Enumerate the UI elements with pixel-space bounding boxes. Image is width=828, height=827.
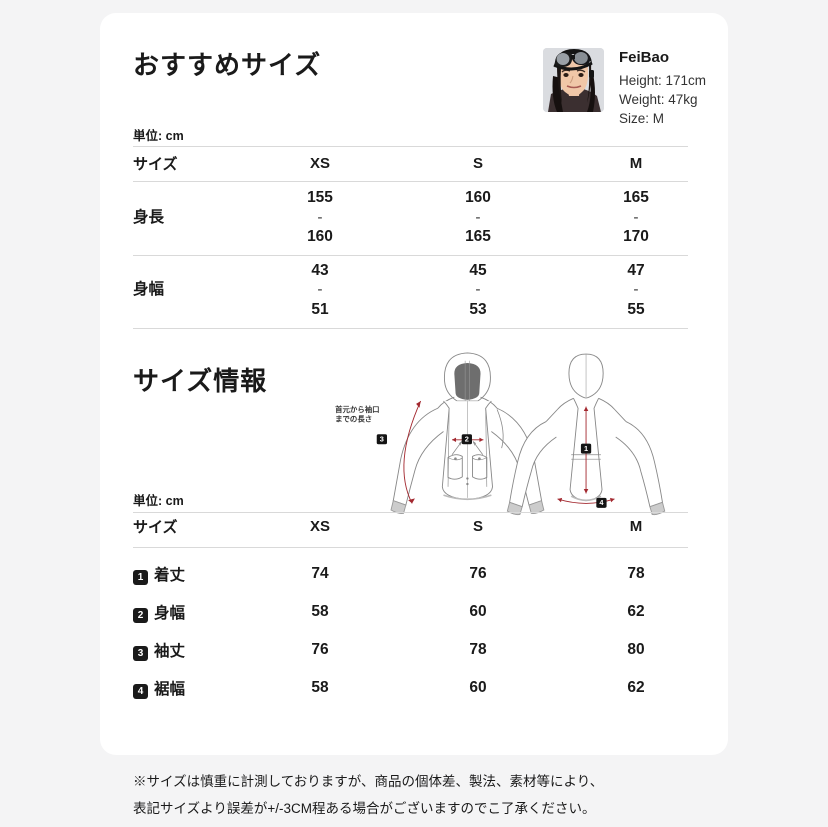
svg-text:までの長さ: までの長さ bbox=[335, 415, 372, 424]
svg-text:首元から袖口: 首元から袖口 bbox=[335, 405, 379, 414]
svg-text:2: 2 bbox=[465, 435, 469, 444]
svg-text:1: 1 bbox=[584, 444, 588, 453]
svg-text:3: 3 bbox=[380, 435, 384, 444]
